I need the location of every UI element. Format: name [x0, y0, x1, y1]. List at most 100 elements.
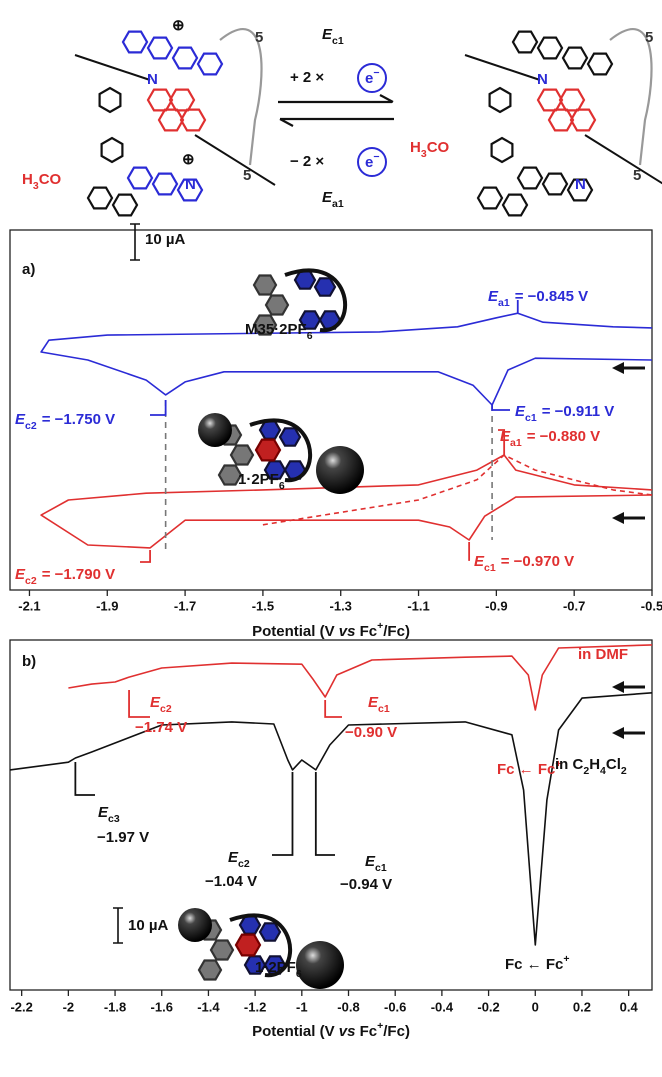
sphere: [178, 908, 212, 942]
peak-marker: [150, 400, 167, 416]
text-part: 6: [307, 330, 313, 342]
ring: [252, 314, 278, 336]
inset-label: 1·2PF6: [238, 471, 285, 492]
peak-symbol: Ec3: [98, 804, 120, 825]
ring: [126, 166, 154, 190]
scan-arrow-head: [612, 362, 624, 374]
arc: [284, 268, 348, 333]
text-part: c2: [25, 420, 37, 432]
chain-length: 5: [633, 167, 641, 184]
text-part: c1: [375, 862, 387, 874]
x-tick-label: -1.9: [96, 598, 118, 613]
ring: [196, 52, 224, 76]
arc: [229, 913, 293, 978]
ring: [254, 438, 282, 462]
ring: [547, 108, 575, 132]
text-part: c2: [160, 703, 172, 715]
ring: [86, 186, 114, 210]
chain-length: 5: [243, 167, 251, 184]
ring: [243, 955, 267, 975]
x-tick-label: -1: [296, 999, 308, 1014]
x-tick-label: -1.7: [174, 598, 196, 613]
text-part: = −0.970 V: [501, 553, 574, 570]
ring: [511, 30, 539, 54]
ring: [197, 959, 223, 981]
ring: [146, 36, 174, 60]
text-part: e: [365, 70, 373, 87]
ring: [490, 136, 514, 164]
sphere: [316, 446, 364, 494]
electron-circle: [357, 63, 387, 93]
charge: ⊕: [172, 17, 185, 34]
x-tick-label: -0.7: [563, 598, 585, 613]
peak-marker: [140, 550, 151, 563]
ring: [569, 108, 597, 132]
ring: [278, 427, 302, 447]
sphere: [198, 413, 232, 447]
peak-label: Ea1 = −0.880 V: [500, 428, 600, 449]
text-part: c3: [108, 813, 120, 825]
plot-frame: [9, 639, 653, 991]
text-part: −: [373, 67, 379, 79]
text-part: Cl: [606, 756, 621, 773]
ring: [258, 922, 282, 942]
text-part: 6: [296, 968, 302, 980]
text-part: a1: [510, 437, 522, 449]
text-part: Potential (V: [252, 1023, 339, 1040]
text-part: CO: [39, 171, 62, 188]
text-part: Fc: [355, 623, 377, 640]
peak-potential: −1.74 V: [135, 719, 187, 736]
ring: [234, 933, 262, 957]
text-part: 2: [621, 765, 627, 777]
text-part: e: [365, 154, 373, 171]
x-tick-label: -1.2: [244, 999, 266, 1014]
ring: [100, 136, 124, 164]
ring: [98, 86, 122, 114]
text-part: E: [322, 189, 333, 206]
ring: [488, 86, 512, 114]
ring: [516, 166, 544, 190]
text-part: M35·2PF: [245, 321, 307, 338]
peak-marker: [491, 405, 510, 411]
text-part: Fc ← Fc: [505, 956, 563, 973]
text-part: a1: [332, 198, 344, 210]
ring: [252, 274, 278, 296]
x-tick-label: -1.1: [407, 598, 429, 613]
ring: [171, 46, 199, 70]
text-part: Potential (V: [252, 623, 339, 640]
text-part: E: [228, 849, 239, 866]
ring: [293, 270, 317, 290]
atom-label: N: [575, 176, 586, 193]
text-part: in DMF: [578, 646, 628, 663]
scheme-label: Ea1: [322, 189, 344, 210]
x-axis-title: Potential (V vs Fc+/Fc): [252, 620, 410, 640]
ring: [313, 277, 337, 297]
atom-label: N: [537, 71, 548, 88]
scale-bar-label: 10 µA: [128, 917, 168, 934]
text-part: +: [563, 953, 569, 965]
peak-marker: [468, 542, 471, 561]
text-part: +: [377, 1020, 383, 1032]
text-part: E: [474, 553, 485, 570]
ring: [263, 460, 287, 480]
electron: e−: [365, 151, 379, 171]
peak-potential: −0.94 V: [340, 876, 392, 893]
text-part: 4: [600, 765, 606, 777]
panel-label: a): [22, 261, 35, 278]
scale-bar: [113, 907, 123, 944]
x-tick-label: -1.6: [151, 999, 173, 1014]
text-part: 1·2PF: [238, 471, 279, 488]
inset-model: [252, 268, 348, 336]
peak-marker: [74, 762, 95, 796]
text-part: vs: [339, 1023, 356, 1040]
text-part: +: [555, 758, 561, 770]
text-part: E: [488, 288, 499, 305]
ring: [561, 46, 589, 70]
ring: [558, 88, 586, 112]
text-part: E: [15, 411, 26, 428]
inset-label: 1·2PF6: [255, 959, 302, 980]
inset-model: [198, 413, 364, 494]
